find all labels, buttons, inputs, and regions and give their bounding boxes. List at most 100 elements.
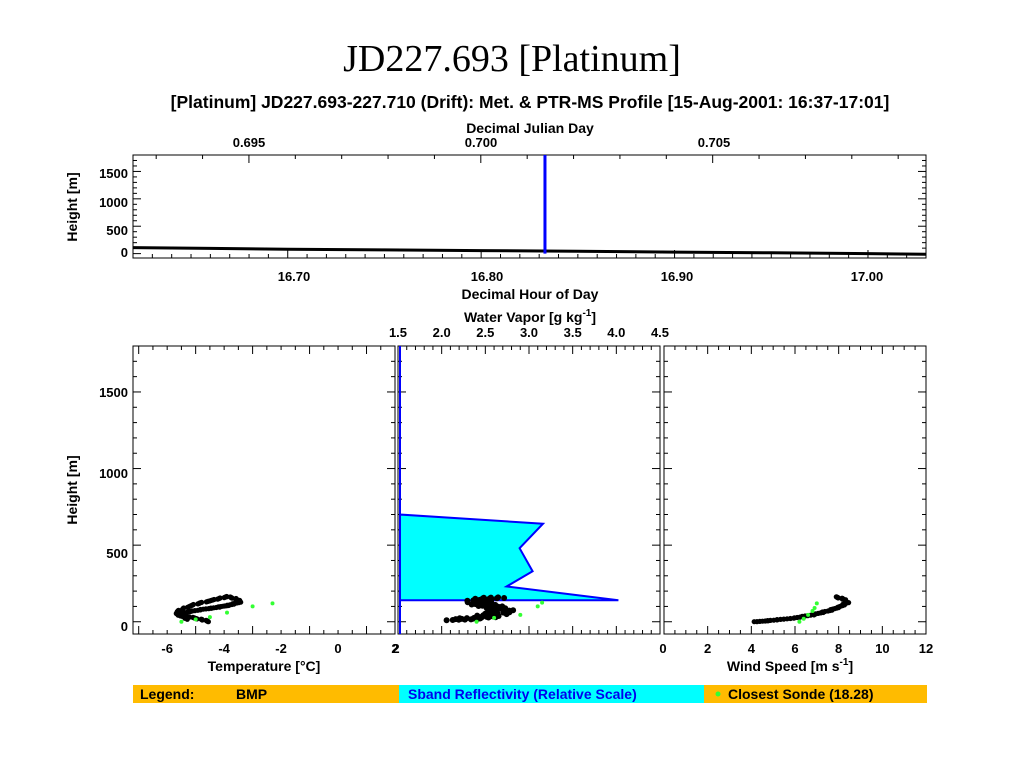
water-vapor-bmp-point (495, 594, 502, 601)
timeseries-top-tick-marks (155, 155, 899, 163)
water-vapor-bmp-point (501, 595, 508, 601)
water-vapor-sonde-point (535, 604, 540, 609)
wind-speed-sonde-point (801, 616, 806, 621)
water-vapor-top-tick-label: 2.0 (433, 325, 451, 340)
temperature-x-tick-labels: -6 -4 -2 0 22 0 (161, 641, 666, 656)
water-vapor-top-tick-label: 2.5 (476, 325, 494, 340)
temperature-x-tick-label: -4 (218, 641, 230, 656)
legend-label: Legend: (140, 686, 194, 702)
wind-speed-x-tick-label: 12 (919, 641, 933, 656)
temperature-bmp-point (195, 601, 201, 607)
temperature-sonde-point (193, 617, 198, 622)
profile-tick-marks (133, 346, 927, 634)
wind-speed-x-label: Wind Speed [m s-1] (727, 657, 853, 674)
temperature-sonde-point (270, 601, 275, 606)
temperature-panel-frame (132, 345, 396, 635)
water-vapor-bmp-point (510, 607, 517, 614)
water-vapor-bottom-tick-label: 2 (392, 641, 399, 656)
water-vapor-top-tick-label: 3.5 (564, 325, 582, 340)
ts-x-top-tick-2: 0.705 (698, 135, 731, 150)
water-vapor-bmp-point (464, 597, 471, 604)
water-vapor-sonde-point (540, 600, 545, 605)
temperature-bmp-point (203, 599, 209, 605)
timeseries-frame (132, 154, 927, 259)
water-vapor-bmp-point (463, 615, 470, 622)
temperature-bmp-point (198, 616, 204, 622)
timeseries-series (132, 155, 927, 256)
wind-speed-sonde-point (812, 606, 817, 610)
wind-speed-bmp-point (833, 594, 839, 600)
water-vapor-top-tick-label: 1.5 (389, 325, 407, 340)
chart-title: [Platinum] JD227.693-227.710 (Drift): Me… (170, 92, 890, 112)
wind-speed-x-tick-label: 6 (791, 641, 798, 656)
water-vapor-sonde-point (492, 615, 497, 620)
wind-speed-sonde-point (797, 619, 802, 624)
temperature-bmp-point (203, 617, 209, 623)
wind-speed-sonde-point (806, 612, 811, 617)
water-vapor-top-tick-label: 3.0 (520, 325, 538, 340)
legend-sband: Sband Reflectivity (Relative Scale) (408, 686, 637, 702)
ts-x-top-tick-0: 0.695 (233, 135, 266, 150)
ts-y-tick-1500: 1500 (99, 166, 128, 181)
water-vapor-bmp-point (499, 603, 506, 610)
temperature-bmp-point (233, 595, 239, 602)
wind-speed-panel-frame (663, 345, 927, 635)
temperature-x-tick-label: 0 (334, 641, 341, 656)
water-vapor-bmp-point (474, 612, 481, 619)
profile-y-tick-1000: 1000 (99, 466, 128, 481)
ts-y-tick-0: 0 (121, 245, 128, 260)
temperature-sonde-point (225, 610, 229, 615)
wind-speed-sonde-point (814, 601, 819, 606)
profile-y-label: Height [m] (64, 455, 80, 524)
temperature-sonde-point (207, 615, 212, 620)
ts-x-bottom-tick-3: 17.00 (851, 269, 884, 284)
timeseries-y-tick-marks (133, 159, 926, 255)
ts-bmp-track (132, 246, 927, 256)
wind-speed-bmp-point (839, 595, 845, 601)
ts-x-bottom-tick-2: 16.90 (661, 269, 694, 284)
ts-x-bottom-label: Decimal Hour of Day (462, 286, 599, 302)
temperature-sonde-point (250, 604, 255, 609)
temperature-sonde-point (179, 619, 184, 624)
wind-speed-x-tick-label: 4 (748, 641, 756, 656)
water-vapor-top-tick-labels: 1.5 2.0 2.5 3.0 3.5 4.0 4.5 (389, 325, 669, 340)
temperature-bmp-point (221, 595, 227, 601)
wind-speed-x-tick-label: 10 (875, 641, 889, 656)
wind-speed-sonde-point (810, 609, 815, 613)
water-vapor-bmp-point (456, 615, 463, 622)
legend-sonde-marker (715, 691, 721, 697)
water-vapor-bmp-point (487, 594, 494, 601)
ts-x-bottom-tick-0: 16.70 (278, 269, 311, 284)
wind-speed-x-tick-labels: 2 4 6 8 10 12 (704, 641, 933, 656)
water-vapor-bmp-point (480, 594, 487, 601)
profile-y-tick-500: 500 (106, 546, 128, 561)
page-title: JD227.693 [Platinum] (343, 38, 681, 80)
ts-x-top-label: Decimal Julian Day (466, 120, 594, 136)
water-vapor-sonde-point (518, 612, 523, 617)
water-vapor-sonde-point (474, 619, 479, 624)
wind-speed-x-tick-label: 8 (835, 641, 842, 656)
temperature-bmp-point (184, 616, 190, 622)
water-vapor-top-tick-label: 4.0 (607, 325, 625, 340)
water-vapor-bmp-point (443, 617, 450, 624)
water-vapor-bmp-point (472, 595, 479, 602)
temperature-x-tick-label: 2 (391, 641, 398, 656)
wv-x-top-label: Water Vapor [g kg-1] (464, 308, 596, 325)
ts-y-tick-1000: 1000 (99, 195, 128, 210)
sband-reflectivity-area (399, 346, 619, 634)
legend-bmp: BMP (236, 686, 267, 702)
ts-y-tick-500: 500 (106, 223, 128, 238)
temperature-x-tick-label: -2 (275, 641, 287, 656)
water-vapor-top-tick-label: 4.5 (651, 325, 669, 340)
legend-sonde: Closest Sonde (18.28) (728, 686, 874, 702)
profile-series (173, 346, 852, 634)
ts-y-label: Height [m] (64, 172, 80, 241)
temperature-x-tick-label: -6 (161, 641, 173, 656)
ts-x-top-tick-1: 0.700 (465, 135, 498, 150)
ts-x-bottom-tick-1: 16.80 (471, 269, 504, 284)
water-vapor-bottom-tick-label: 0 (659, 641, 666, 656)
wind-speed-x-tick-label: 2 (704, 641, 711, 656)
legend-sband-swatch (399, 685, 704, 703)
temperature-x-label: Temperature [°C] (208, 658, 321, 674)
